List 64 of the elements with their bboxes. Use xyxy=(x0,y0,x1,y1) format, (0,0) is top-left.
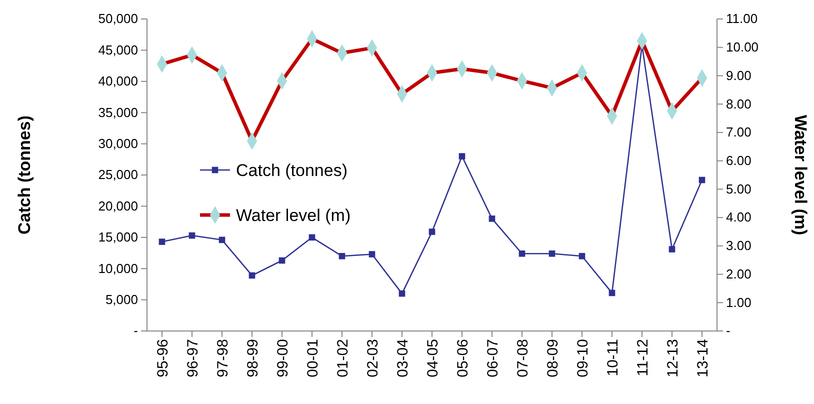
y2-tick-label: - xyxy=(726,323,730,338)
y2-tick-label: 9.00 xyxy=(726,68,752,83)
y-tick-label: 35,000 xyxy=(98,104,138,120)
point xyxy=(488,216,496,222)
point xyxy=(398,290,406,297)
x-tick-label: 12-13 xyxy=(664,339,682,378)
y-tick-label: 15,000 xyxy=(98,230,138,245)
x-tick-label: 97-98 xyxy=(214,339,232,378)
point xyxy=(368,251,376,258)
y-tick-label: 25,000 xyxy=(98,167,138,182)
y-tick-label: 20,000 xyxy=(98,198,138,214)
point xyxy=(698,176,706,184)
x-tick-label: 03-04 xyxy=(394,339,412,378)
point xyxy=(338,252,346,260)
y2-tick-label: 11.00 xyxy=(726,11,758,26)
y-axis-title: Catch (tonnes) xyxy=(15,116,34,234)
y2-tick-label: 8.00 xyxy=(726,96,752,112)
y-tick-label: 5,000 xyxy=(105,292,138,307)
point xyxy=(218,236,226,244)
y2-tick-label: 3.00 xyxy=(726,238,752,254)
x-tick-label: 07-08 xyxy=(514,339,532,378)
y2-axis-title: Water level (m) xyxy=(791,114,810,236)
point xyxy=(548,250,556,257)
point xyxy=(428,228,436,235)
y2-tick-label: 5.00 xyxy=(726,181,752,196)
point xyxy=(158,238,166,245)
x-tick-label: 11-12 xyxy=(634,339,652,376)
y-tick-label: 10,000 xyxy=(98,260,138,276)
x-tick-label: 09-10 xyxy=(574,339,592,378)
y2-tick-label: 1.00 xyxy=(726,294,752,310)
x-tick-label: 06-07 xyxy=(484,339,502,378)
x-tick-label: 96-97 xyxy=(184,339,202,378)
y2-tick-label: 10.00 xyxy=(726,40,759,55)
x-tick-label: 13-14 xyxy=(694,339,712,378)
y2-tick-label: 7.00 xyxy=(726,124,752,140)
x-tick-label: 08-09 xyxy=(544,339,562,378)
y2-tick-label: 4.00 xyxy=(726,210,752,225)
point xyxy=(308,234,316,241)
point xyxy=(458,153,466,160)
point xyxy=(248,272,256,279)
x-tick-label: 05-06 xyxy=(454,339,472,378)
x-tick-label: 99-00 xyxy=(274,339,292,378)
point xyxy=(188,232,196,239)
y-tick-label: 45,000 xyxy=(98,42,138,58)
point xyxy=(278,257,286,264)
point xyxy=(608,290,616,296)
x-tick-label: 00-01 xyxy=(304,339,322,378)
x-tick-label: 10-11 xyxy=(604,339,622,376)
legend-label: Water level (m) xyxy=(236,206,351,225)
x-tick-label: 04-05 xyxy=(424,339,442,378)
y-tick-label: 40,000 xyxy=(98,74,138,89)
point xyxy=(578,252,586,260)
y-tick-label: - xyxy=(134,323,138,338)
x-tick-label: 98-99 xyxy=(244,339,262,378)
y2-tick-label: 6.00 xyxy=(726,152,752,168)
x-tick-label: 95-96 xyxy=(154,339,172,378)
y2-tick-label: 2.00 xyxy=(726,266,752,282)
y-tick-label: 50,000 xyxy=(98,11,138,26)
legend-label: Catch (tonnes) xyxy=(236,160,348,180)
point xyxy=(668,246,676,252)
x-tick-label: 02-03 xyxy=(364,339,382,378)
x-tick-label: 01-02 xyxy=(334,339,352,378)
y-tick-label: 30,000 xyxy=(98,136,138,151)
point xyxy=(518,250,526,257)
